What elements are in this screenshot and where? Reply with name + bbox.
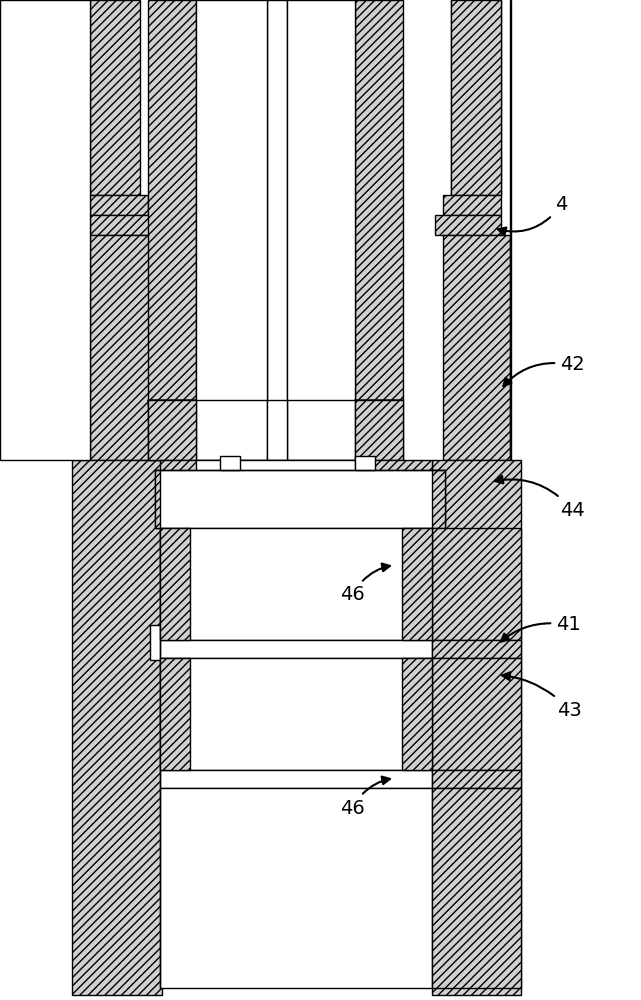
Bar: [160, 640, 432, 658]
Bar: [451, 0, 501, 195]
Bar: [0, 0, 90, 460]
Bar: [155, 470, 160, 528]
Bar: [90, 195, 148, 215]
Bar: [355, 400, 403, 460]
Bar: [402, 528, 432, 640]
Bar: [150, 625, 162, 660]
Bar: [90, 215, 156, 235]
Text: 46: 46: [340, 777, 390, 818]
Bar: [432, 625, 444, 660]
Bar: [443, 195, 501, 215]
Bar: [267, 400, 287, 460]
Bar: [432, 528, 521, 640]
Bar: [432, 640, 521, 658]
Bar: [160, 788, 432, 988]
Text: 4: 4: [498, 196, 567, 235]
Bar: [510, 0, 511, 460]
Bar: [72, 460, 162, 995]
Bar: [432, 658, 521, 770]
Text: 42: 42: [503, 356, 585, 386]
Bar: [443, 235, 510, 460]
Bar: [148, 0, 196, 460]
Bar: [432, 788, 521, 988]
Bar: [355, 456, 375, 470]
Bar: [155, 470, 445, 528]
Text: 46: 46: [340, 564, 390, 604]
Polygon shape: [340, 400, 403, 460]
Bar: [160, 658, 190, 770]
Text: 43: 43: [502, 672, 582, 720]
Bar: [90, 0, 140, 195]
Bar: [402, 658, 432, 770]
Bar: [160, 658, 432, 770]
Bar: [196, 460, 355, 472]
Bar: [160, 528, 190, 640]
Bar: [435, 215, 501, 235]
Bar: [287, 0, 355, 460]
Polygon shape: [148, 400, 211, 460]
Bar: [432, 460, 521, 995]
Bar: [220, 456, 240, 470]
Bar: [196, 400, 267, 460]
Bar: [160, 770, 432, 788]
Bar: [287, 400, 355, 460]
Bar: [90, 235, 157, 460]
Bar: [160, 528, 432, 640]
Text: 44: 44: [495, 476, 585, 520]
Bar: [355, 0, 403, 460]
Bar: [267, 0, 287, 460]
Bar: [148, 400, 196, 460]
Bar: [196, 0, 267, 460]
Bar: [432, 470, 445, 528]
Bar: [451, 0, 501, 195]
Bar: [160, 460, 432, 472]
Bar: [432, 770, 521, 788]
Text: 41: 41: [501, 615, 581, 642]
